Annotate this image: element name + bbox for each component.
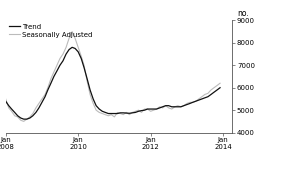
Text: no.: no. [238,9,249,18]
Legend: Trend, Seasonally Adjusted: Trend, Seasonally Adjusted [9,24,93,38]
